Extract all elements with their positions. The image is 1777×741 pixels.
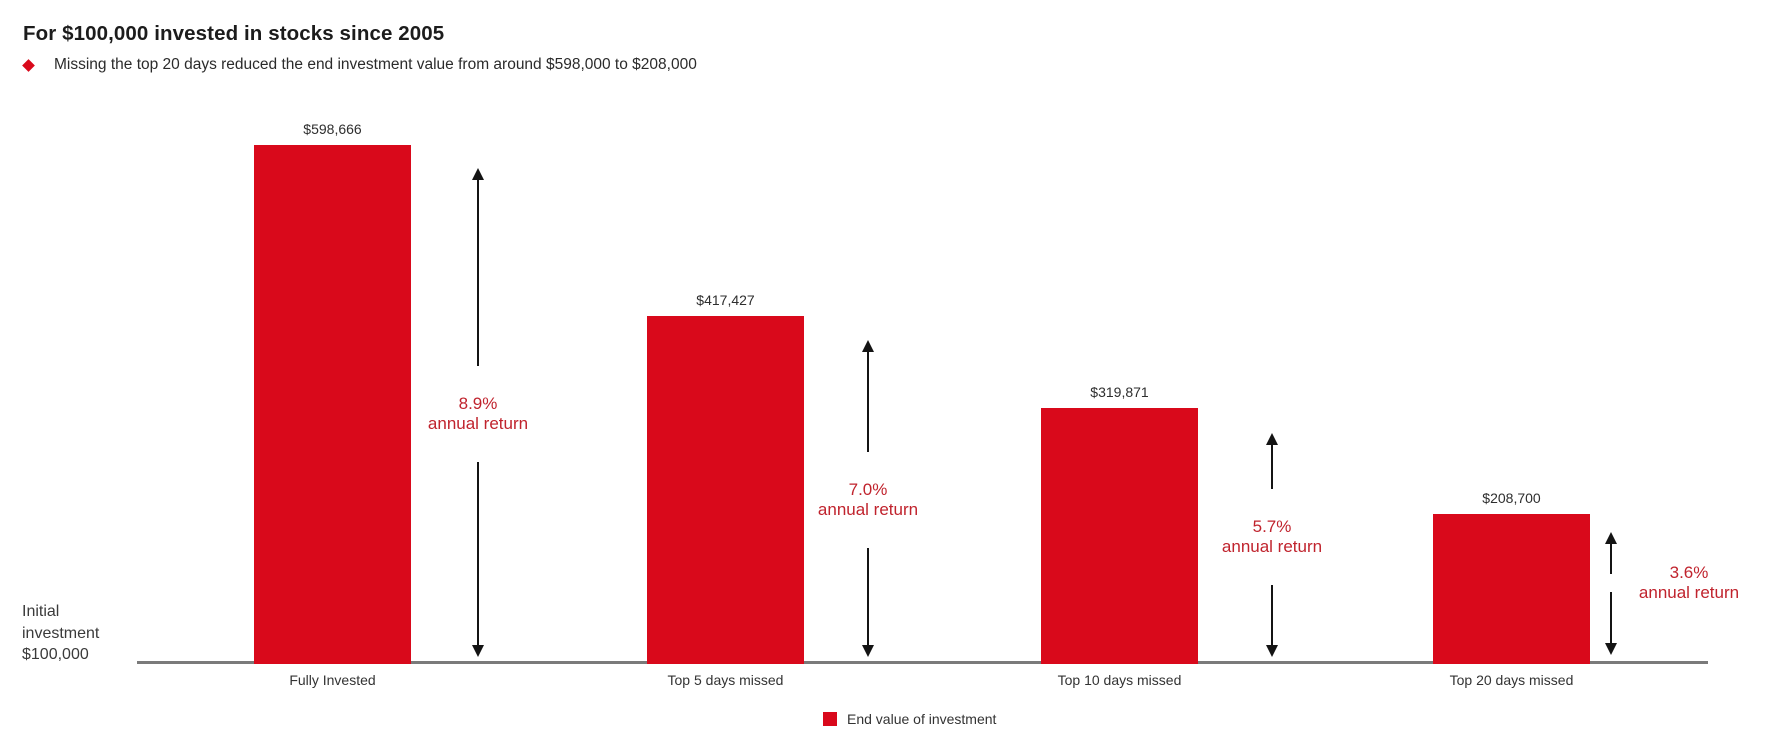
arrow-line-lower	[867, 547, 869, 647]
arrow-down-icon	[1266, 645, 1278, 657]
arrow-line-lower	[1610, 591, 1612, 645]
arrow-line-lower	[1271, 585, 1273, 647]
return-rate-label: annual return	[1638, 582, 1740, 602]
x-axis-line	[137, 661, 1708, 664]
bar-top-5-days-missed	[647, 316, 804, 664]
chart-title: For $100,000 invested in stocks since 20…	[23, 22, 445, 45]
return-arrow-top-20-days-missed	[1604, 532, 1618, 655]
annual-return-note-top-20-days-missed: 3.6% annual return	[1633, 563, 1745, 603]
initial-investment-note: Initial investment $100,000	[22, 603, 100, 663]
arrow-down-icon	[1605, 643, 1617, 655]
arrow-line-upper	[1610, 542, 1612, 574]
return-rate: 5.7%	[1252, 517, 1292, 536]
return-rate: 3.6%	[1669, 562, 1709, 582]
annual-return-note-fully-invested: 8.9% annual return	[403, 394, 553, 434]
value-label-fully-invested: $598,666	[303, 120, 362, 137]
arrow-down-icon	[862, 645, 874, 657]
return-arrow-top-5-days-missed	[861, 340, 875, 657]
category-label-fully-invested: Fully Invested	[289, 672, 376, 688]
value-label-top-20-days-missed: $208,700	[1482, 489, 1541, 506]
return-rate-label: annual return	[817, 499, 919, 519]
legend: End value of investment	[823, 711, 996, 727]
arrow-line-upper	[477, 178, 479, 366]
bar-top-20-days-missed	[1433, 513, 1590, 664]
bar-top-10-days-missed	[1041, 408, 1198, 664]
diamond-bullet-icon	[22, 59, 35, 72]
arrow-down-icon	[472, 645, 484, 657]
chart-subtitle: Missing the top 20 days reduced the end …	[54, 56, 697, 73]
return-rate-label: annual return	[1221, 537, 1323, 556]
arrow-up-icon	[472, 168, 484, 180]
annual-return-note-top-5-days-missed: 7.0% annual return	[793, 480, 943, 520]
arrow-up-icon	[1266, 433, 1278, 445]
return-arrow-top-10-days-missed	[1265, 433, 1279, 657]
return-rate: 8.9%	[458, 393, 498, 413]
value-label-top-5-days-missed: $417,427	[696, 292, 755, 309]
chart-subtitle-row: Missing the top 20 days reduced the end …	[22, 56, 697, 74]
arrow-line-upper	[867, 350, 869, 452]
annual-return-note-top-10-days-missed: 5.7% annual return	[1197, 517, 1347, 557]
category-label-top-5-days-missed: Top 5 days missed	[667, 672, 784, 688]
category-label-top-10-days-missed: Top 10 days missed	[1057, 672, 1182, 688]
arrow-line-upper	[1271, 443, 1273, 489]
value-label-top-10-days-missed: $319,871	[1090, 384, 1149, 401]
arrow-up-icon	[1605, 532, 1617, 544]
legend-label: End value of investment	[847, 711, 997, 727]
arrow-line-lower	[477, 461, 479, 647]
bar-fully-invested	[254, 144, 411, 664]
return-rate: 7.0%	[848, 479, 888, 499]
arrow-up-icon	[862, 340, 874, 352]
return-arrow-fully-invested	[471, 168, 485, 657]
return-rate-label: annual return	[427, 413, 529, 433]
category-label-top-20-days-missed: Top 20 days missed	[1449, 672, 1574, 688]
legend-swatch-icon	[823, 712, 837, 726]
